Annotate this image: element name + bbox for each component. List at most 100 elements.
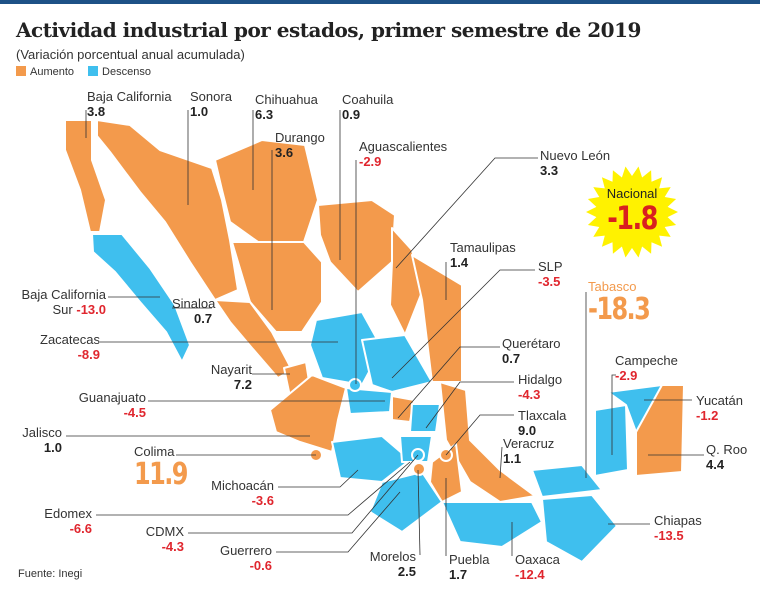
page-title: Actividad industrial por estados, primer… [16,18,641,42]
label-qro: Querétaro 0.7 [502,336,561,366]
state-oax [441,501,543,548]
state-name: Durango [275,130,325,145]
state-name: Nayarit [210,362,252,377]
state-name: Edomex [44,506,92,521]
state-mor [412,462,426,476]
state-name: Chihuahua [255,92,318,107]
state-name: Coahuila [342,92,394,107]
label-pue: Puebla 1.7 [449,552,489,582]
source-note: Fuente: Inegi [18,568,83,580]
label-slp: SLP -3.5 [538,259,563,289]
state-name: Baja California [21,287,106,302]
label-tamps: Tamaulipas 1.4 [450,240,516,270]
label-col: Colima 11.9 [134,444,200,491]
state-name: CDMX [145,524,184,539]
state-name: Guerrero [219,543,272,558]
label-dgo: Durango 3.6 [275,130,325,160]
state-name: Guanajuato [78,390,146,405]
label-hgo: Hidalgo -4.3 [518,372,562,402]
state-value: -12.4 [515,567,545,582]
state-name: Sonora [190,89,232,104]
orange-swatch-icon [16,66,26,76]
state-name: Campeche [615,353,678,368]
state-name: Zacatecas [40,332,100,347]
state-value: -4.3 [518,387,541,402]
state-hgo [409,403,441,433]
legend: Aumento Descenso [16,66,151,78]
state-name: Veracruz [503,436,555,451]
blue-swatch-icon [88,66,99,76]
state-son [96,119,239,301]
state-value: -2.9 [615,368,638,383]
label-nl: Nuevo León 3.3 [540,148,610,178]
label-chih: Chihuahua 6.3 [255,92,318,122]
state-value: 1.1 [503,451,522,466]
state-value: 3.3 [540,163,559,178]
state-qroo [635,384,685,477]
label-ver: Veracruz 1.1 [503,436,554,466]
state-name: Oaxaca [515,552,560,567]
label-chis: Chiapas -13.5 [654,513,702,543]
national-label: Nacional [606,186,658,201]
state-value: 3.6 [275,145,294,160]
state-pue [429,443,463,503]
state-value: -13.0 [76,302,106,317]
state-jal [269,374,347,453]
state-value: 1.4 [450,255,469,270]
state-value: -3.5 [538,274,561,289]
legend-item-descenso: Descenso [88,66,151,78]
state-mich [331,435,411,483]
state-value: 9.0 [518,423,537,438]
state-name: Querétaro [502,336,561,351]
state-name: SLP [538,259,563,274]
state-value: -0.6 [249,558,272,573]
state-value: 0.9 [342,107,361,122]
state-value: -3.6 [251,493,274,508]
state-coah [317,199,396,293]
state-name: Colima [134,444,175,459]
state-value: 1.0 [43,440,62,455]
label-bcs: Baja California Sur -13.0 [14,287,106,317]
state-name: Sinaloa [172,296,216,311]
national-value: -1.8 [607,199,658,237]
label-edomex: Edomex -6.6 [30,506,92,536]
label-camp: Campeche -2.9 [615,353,678,383]
label-mor: Morelos 2.5 [360,549,416,579]
state-value: 3.8 [87,104,106,119]
state-name: Aguascalientes [359,139,448,154]
legend-label: Aumento [30,66,75,78]
state-name: Nuevo León [540,148,611,163]
state-name: Tlaxcala [518,408,567,423]
subtitle: (Variación porcentual anual acumulada) [16,47,245,62]
state-name: Tamaulipas [450,240,516,255]
national-badge: Nacional -1.8 [592,186,672,235]
state-value: 4.4 [706,457,725,472]
state-bcs [91,233,191,363]
state-name: Baja California [87,89,172,104]
label-tlax: Tlaxcala 9.0 [518,408,566,438]
state-value: 7.2 [233,377,252,392]
state-value: 0.7 [502,351,521,366]
state-value: 1.0 [190,104,209,119]
label-bc: Baja California 3.8 [87,89,172,119]
label-qroo: Q. Roo 4.4 [706,442,747,472]
state-name: Puebla [449,552,490,567]
state-value-highlight: -18.3 [588,292,651,327]
legend-label: Descenso [102,66,151,78]
state-name: Chiapas [654,513,702,528]
state-value: -13.5 [654,528,684,543]
label-tab: Tabasco -18.3 [588,279,664,326]
state-name: Yucatán [696,393,743,408]
state-camp [594,404,629,477]
label-cdmx: CDMX -4.3 [134,524,184,554]
state-value: -6.6 [69,521,92,536]
label-coah: Coahuila 0.9 [342,92,393,122]
state-value: 2.5 [397,564,416,579]
legend-item-aumento: Aumento [16,66,74,78]
state-value: -4.5 [123,405,146,420]
state-chis [541,494,618,563]
state-value: 0.7 [194,311,213,326]
state-value: -2.9 [359,154,382,169]
state-tamps [411,254,463,383]
